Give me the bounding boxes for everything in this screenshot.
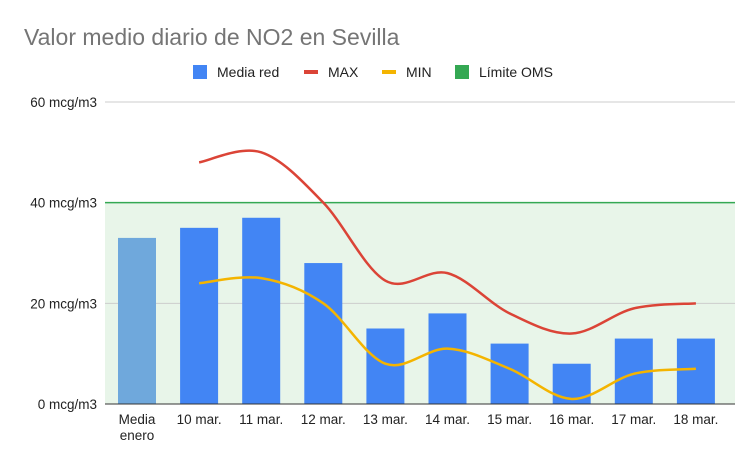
legend-swatch-2: [382, 70, 396, 74]
y-tick-label: 20 mcg/m3: [30, 296, 97, 311]
bar-9: [676, 338, 715, 404]
x-tick-label: 14 mar.: [425, 412, 470, 427]
y-tick-label: 40 mcg/m3: [30, 196, 97, 211]
bar-0: [118, 237, 156, 404]
max-line: [198, 149, 697, 335]
x-tick-label: 16 mar.: [549, 412, 594, 427]
min-line: [198, 276, 697, 401]
legend-swatch-0: [193, 65, 207, 79]
legend-label-1: MAX: [328, 64, 359, 80]
bar-4: [366, 328, 405, 404]
x-tick-label: 13 mar.: [363, 412, 408, 427]
x-tick-label: 12 mar.: [301, 412, 346, 427]
x-tick-label: Media: [119, 412, 156, 427]
x-tick-label: 10 mar.: [177, 412, 222, 427]
legend-swatch-1: [304, 70, 318, 74]
x-tick-label: 15 mar.: [487, 412, 532, 427]
x-tick-label: enero: [120, 428, 155, 443]
legend-swatch-3: [455, 65, 469, 79]
x-tick-label: 18 mar.: [673, 412, 718, 427]
bar-1: [180, 227, 219, 404]
legend-label-3: Límite OMS: [479, 64, 553, 80]
y-tick-label: 60 mcg/m3: [30, 95, 97, 110]
chart-title: Valor medio diario de NO2 en Sevilla: [24, 24, 400, 50]
x-tick-label: 17 mar.: [611, 412, 656, 427]
bar-2: [242, 217, 281, 404]
legend-label-0: Media red: [217, 64, 279, 80]
legend-label-2: MIN: [406, 64, 432, 80]
bar-6: [490, 343, 529, 404]
bar-3: [304, 263, 343, 404]
bar-5: [428, 313, 467, 404]
y-tick-label: 0 mcg/m3: [38, 397, 97, 412]
x-tick-label: 11 mar.: [239, 412, 283, 427]
